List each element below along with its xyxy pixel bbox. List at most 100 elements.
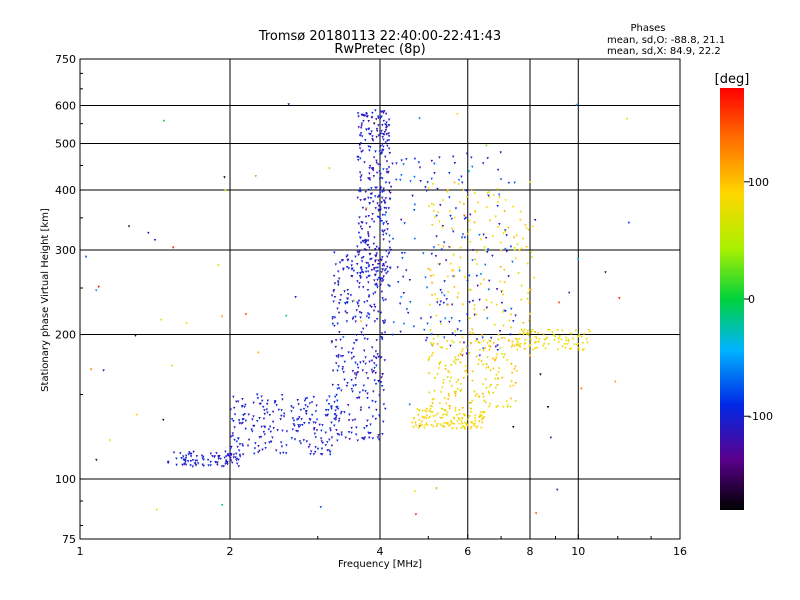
data-point bbox=[567, 338, 570, 341]
data-point bbox=[488, 196, 491, 199]
data-point bbox=[458, 341, 462, 344]
data-point bbox=[377, 355, 380, 359]
data-point bbox=[581, 348, 584, 352]
data-point bbox=[373, 305, 377, 309]
data-point bbox=[329, 453, 332, 456]
data-point bbox=[481, 363, 485, 366]
data-point bbox=[385, 207, 388, 210]
chart-subtitle: RwPretec (8p) bbox=[334, 42, 425, 57]
data-point bbox=[366, 300, 369, 303]
data-point bbox=[379, 311, 383, 315]
data-point bbox=[235, 400, 238, 404]
data-point bbox=[446, 190, 449, 194]
data-point bbox=[429, 329, 432, 332]
data-point bbox=[403, 222, 406, 225]
data-point bbox=[554, 335, 557, 338]
data-point bbox=[381, 297, 384, 300]
data-point bbox=[301, 424, 304, 427]
data-point bbox=[451, 227, 454, 231]
data-point bbox=[337, 270, 340, 273]
data-point bbox=[413, 157, 417, 161]
data-point bbox=[448, 171, 451, 175]
data-point bbox=[360, 174, 363, 177]
data-point bbox=[439, 391, 443, 394]
data-point bbox=[439, 360, 442, 364]
data-point bbox=[497, 367, 501, 370]
data-point bbox=[472, 423, 475, 426]
data-point bbox=[519, 218, 522, 222]
data-point bbox=[364, 198, 367, 201]
data-point bbox=[475, 263, 479, 266]
data-point bbox=[341, 366, 345, 369]
data-point bbox=[226, 453, 230, 456]
data-point bbox=[241, 443, 244, 446]
data-point bbox=[366, 377, 370, 380]
data-point bbox=[369, 192, 373, 196]
data-point bbox=[496, 168, 500, 172]
data-point bbox=[502, 232, 505, 235]
data-point bbox=[364, 270, 368, 274]
stats-line-x: mean, sd,X: 84.9, 22.2 bbox=[607, 46, 721, 57]
data-point bbox=[202, 458, 205, 462]
data-point bbox=[363, 436, 367, 439]
data-point bbox=[351, 267, 354, 270]
data-point bbox=[568, 348, 572, 351]
data-point bbox=[433, 216, 437, 219]
data-point bbox=[405, 158, 408, 161]
data-point bbox=[496, 226, 500, 229]
data-point bbox=[432, 415, 435, 418]
data-point bbox=[95, 458, 98, 462]
chart-title: Tromsø 20180113 22:40:00-22:41:43 bbox=[258, 29, 501, 44]
data-point bbox=[491, 357, 495, 361]
data-point bbox=[254, 175, 257, 178]
data-point bbox=[481, 411, 485, 414]
data-point bbox=[399, 296, 403, 299]
data-point bbox=[544, 347, 547, 351]
colorbar bbox=[720, 88, 744, 510]
data-point bbox=[191, 465, 195, 468]
data-point bbox=[209, 464, 212, 467]
data-point bbox=[481, 162, 485, 165]
data-point bbox=[351, 390, 354, 393]
data-point bbox=[332, 274, 336, 278]
x-tick-label: 1 bbox=[77, 545, 84, 558]
data-point bbox=[357, 126, 360, 129]
data-point bbox=[439, 320, 442, 324]
data-point bbox=[321, 453, 324, 456]
data-point bbox=[504, 199, 507, 202]
data-point bbox=[504, 230, 507, 234]
data-point bbox=[510, 307, 513, 311]
data-point bbox=[182, 455, 185, 458]
data-point bbox=[389, 185, 393, 189]
colorbar-tick-label: -100 bbox=[748, 410, 773, 423]
data-point bbox=[366, 312, 370, 315]
y-tick-label: 750 bbox=[55, 53, 76, 66]
data-point bbox=[291, 428, 294, 431]
data-point bbox=[528, 312, 532, 316]
data-point bbox=[380, 280, 384, 283]
data-point bbox=[361, 369, 364, 372]
data-point bbox=[305, 397, 309, 400]
data-point bbox=[507, 275, 510, 278]
data-point bbox=[374, 291, 377, 294]
data-point bbox=[463, 236, 467, 239]
data-point bbox=[244, 403, 247, 407]
data-point bbox=[401, 257, 404, 260]
data-point bbox=[429, 275, 433, 278]
data-point bbox=[456, 388, 460, 391]
data-point bbox=[507, 339, 511, 343]
data-point bbox=[377, 310, 380, 314]
data-point bbox=[512, 426, 515, 429]
data-point bbox=[475, 274, 479, 278]
data-point bbox=[364, 241, 367, 245]
data-point bbox=[366, 338, 369, 341]
data-point bbox=[378, 164, 382, 167]
data-point bbox=[355, 333, 358, 337]
data-point bbox=[365, 276, 369, 280]
data-point bbox=[477, 341, 480, 344]
data-point bbox=[513, 181, 516, 184]
data-point bbox=[459, 246, 462, 250]
data-point bbox=[430, 342, 433, 345]
data-point bbox=[553, 338, 556, 342]
data-point bbox=[519, 210, 522, 214]
